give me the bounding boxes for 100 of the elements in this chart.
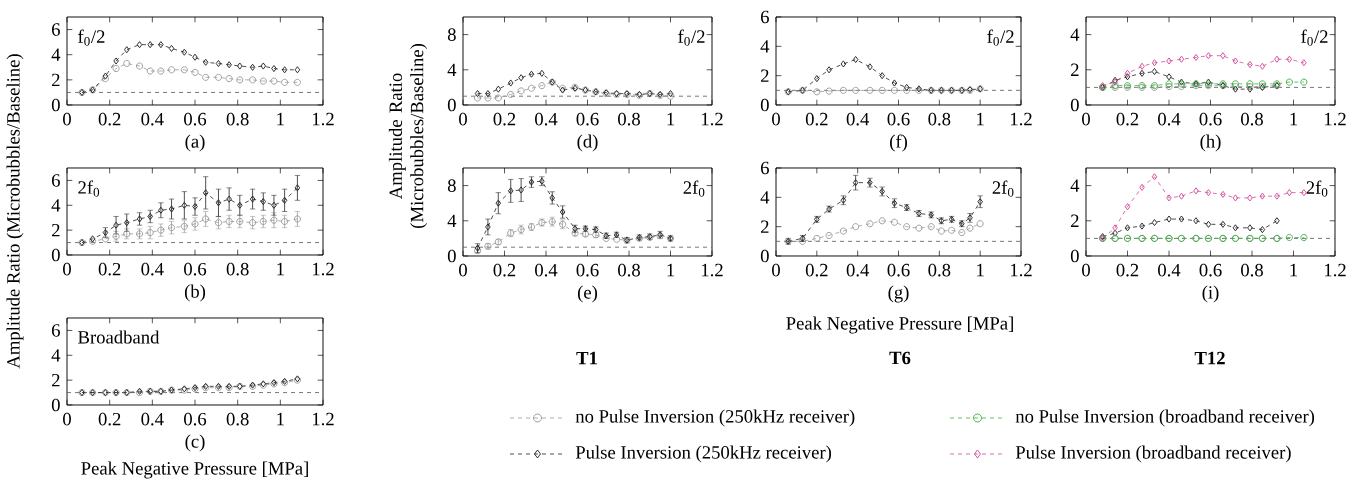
x-tick-label: 0.2: [1116, 263, 1139, 277]
y-tick-label: 6: [51, 174, 60, 187]
x-tick-label: 0.2: [805, 263, 828, 277]
y-tick-label: 0: [51, 98, 60, 112]
x-tick-label: 0.6: [887, 263, 910, 277]
x-tick-label: 0.4: [1158, 112, 1181, 126]
x-tick-label: 0.4: [1158, 263, 1181, 277]
y-tick-label: 6: [760, 10, 769, 24]
x-tick-label: 0.4: [535, 263, 558, 277]
x-tick-label: 0: [63, 412, 71, 426]
x-tick-label: 0.2: [98, 412, 121, 426]
x-tick-label: 0.8: [928, 263, 951, 277]
annotation: 2f$_{0}$: [992, 180, 1014, 197]
x-tick-label: 0.6: [576, 112, 599, 126]
x-tick-label: 1: [1290, 112, 1298, 126]
legend-label: Pulse Inversion (broadband receiver): [1015, 445, 1291, 463]
x-axis-title: (c): [185, 434, 205, 452]
x-tick-label: 1.2: [1324, 112, 1346, 126]
x-tick-label: 1.2: [1010, 263, 1032, 277]
x-tick-label: 0.8: [1241, 112, 1263, 126]
x-tick-label: 0.4: [535, 112, 558, 126]
x-axis-title: (f): [890, 134, 908, 152]
x-tick-label: 1.2: [1324, 263, 1346, 277]
x-axis-title: (h): [1200, 134, 1221, 152]
x-tick-label: 0.6: [184, 412, 207, 426]
x-tick-label: 1: [977, 263, 984, 277]
x-tick-label: 0: [772, 112, 780, 126]
text: Peak Negative Pressure [MPa]: [81, 461, 308, 479]
x-tick-label: 0.6: [184, 112, 207, 126]
x-tick-label: 0.4: [141, 112, 164, 126]
x-tick-label: 1: [977, 112, 984, 126]
x-tick-label: 0.8: [618, 112, 640, 126]
x-tick-label: 0.4: [141, 262, 164, 276]
y-axis-title: Amplitude Ratio (Microbubbles/Baseline): [6, 54, 24, 369]
legend-label: no Pulse Inversion (250kHz receiver): [575, 409, 855, 427]
x-tick-label: 1.2: [312, 412, 334, 426]
text: T12: [1194, 351, 1225, 365]
x-tick-label: 1.2: [1010, 112, 1032, 126]
legend-label: no Pulse Inversion (broadband receiver): [1015, 409, 1315, 427]
x-tick-label: 0.8: [928, 112, 951, 126]
y-tick-label: 8: [447, 179, 456, 192]
x-tick-label: 1.2: [701, 263, 723, 277]
x-tick-label: 0.2: [805, 112, 828, 126]
x-tick-label: 0.6: [1199, 112, 1222, 126]
y-tick-label: 4: [447, 214, 457, 227]
y-tick-label: 4: [1070, 28, 1080, 41]
x-tick-label: 0.2: [98, 112, 121, 126]
x-tick-label: 0.2: [98, 262, 121, 276]
text: T6: [889, 351, 911, 365]
y-tick-label: 0: [760, 98, 769, 112]
x-tick-label: 0.4: [141, 412, 164, 426]
x-tick-label: 1.2: [701, 112, 723, 126]
annotation: f$_{0}$/2: [1301, 29, 1328, 46]
x-tick-label: 0.8: [226, 112, 249, 126]
y-tick-label: 0: [51, 248, 60, 262]
x-tick-label: 0.6: [1199, 263, 1222, 277]
x-tick-label: 1: [277, 262, 284, 276]
x-axis-title: (b): [184, 284, 206, 302]
y-tick-label: 4: [760, 40, 770, 53]
x-tick-label: 1: [277, 112, 284, 126]
y-tick-label: 0: [447, 98, 456, 112]
y-tick-label: 2: [1071, 63, 1079, 76]
y-tick-label: 0: [51, 398, 60, 412]
y-tick-label: 2: [52, 373, 60, 387]
x-tick-label: 0.8: [1241, 263, 1263, 277]
annotation: f$_{0}$/2: [78, 29, 105, 46]
x-tick-label: 0.6: [576, 263, 599, 277]
y-tick-label: 4: [51, 48, 61, 61]
x-tick-label: 0.6: [184, 262, 207, 276]
y-tick-label: 2: [52, 73, 60, 87]
y-tick-label: 8: [447, 28, 456, 41]
x-axis-title: (d): [577, 134, 598, 152]
y-tick-label: 2: [761, 69, 769, 82]
x-tick-label: 0: [63, 262, 71, 276]
x-tick-label: 0.6: [887, 112, 910, 126]
y-tick-label: 4: [51, 349, 61, 362]
x-axis-title: (g): [888, 285, 909, 303]
x-tick-label: 0: [772, 263, 780, 277]
x-tick-label: 0.2: [493, 112, 516, 126]
x-tick-label: 0: [459, 112, 467, 126]
y-tick-label: 4: [51, 199, 61, 212]
y-tick-label: 0: [1070, 98, 1079, 112]
y-tick-label: 4: [760, 191, 770, 204]
y-tick-label: 2: [52, 223, 60, 237]
x-tick-label: 1: [277, 412, 284, 426]
x-tick-label: 0.8: [226, 412, 249, 426]
x-tick-label: 0: [1082, 112, 1090, 126]
x-tick-label: 1: [667, 263, 675, 277]
x-tick-label: 0: [1082, 263, 1090, 277]
x-tick-label: 0.2: [1116, 112, 1139, 126]
y-tick-label: 6: [760, 161, 769, 175]
x-tick-label: 0.8: [226, 262, 249, 276]
y-axis-title: Amplitude Ratio (Microbubbles/Baseline): [388, 44, 428, 228]
annotation: Broadband: [78, 330, 160, 344]
y-tick-label: 0: [760, 249, 769, 263]
x-axis-title: (i): [1202, 285, 1219, 303]
x-tick-label: 0: [63, 112, 71, 126]
legend-label: Pulse Inversion (250kHz receiver): [575, 445, 832, 463]
x-tick-label: 0.2: [493, 263, 516, 277]
x-tick-label: 0.4: [846, 112, 870, 126]
